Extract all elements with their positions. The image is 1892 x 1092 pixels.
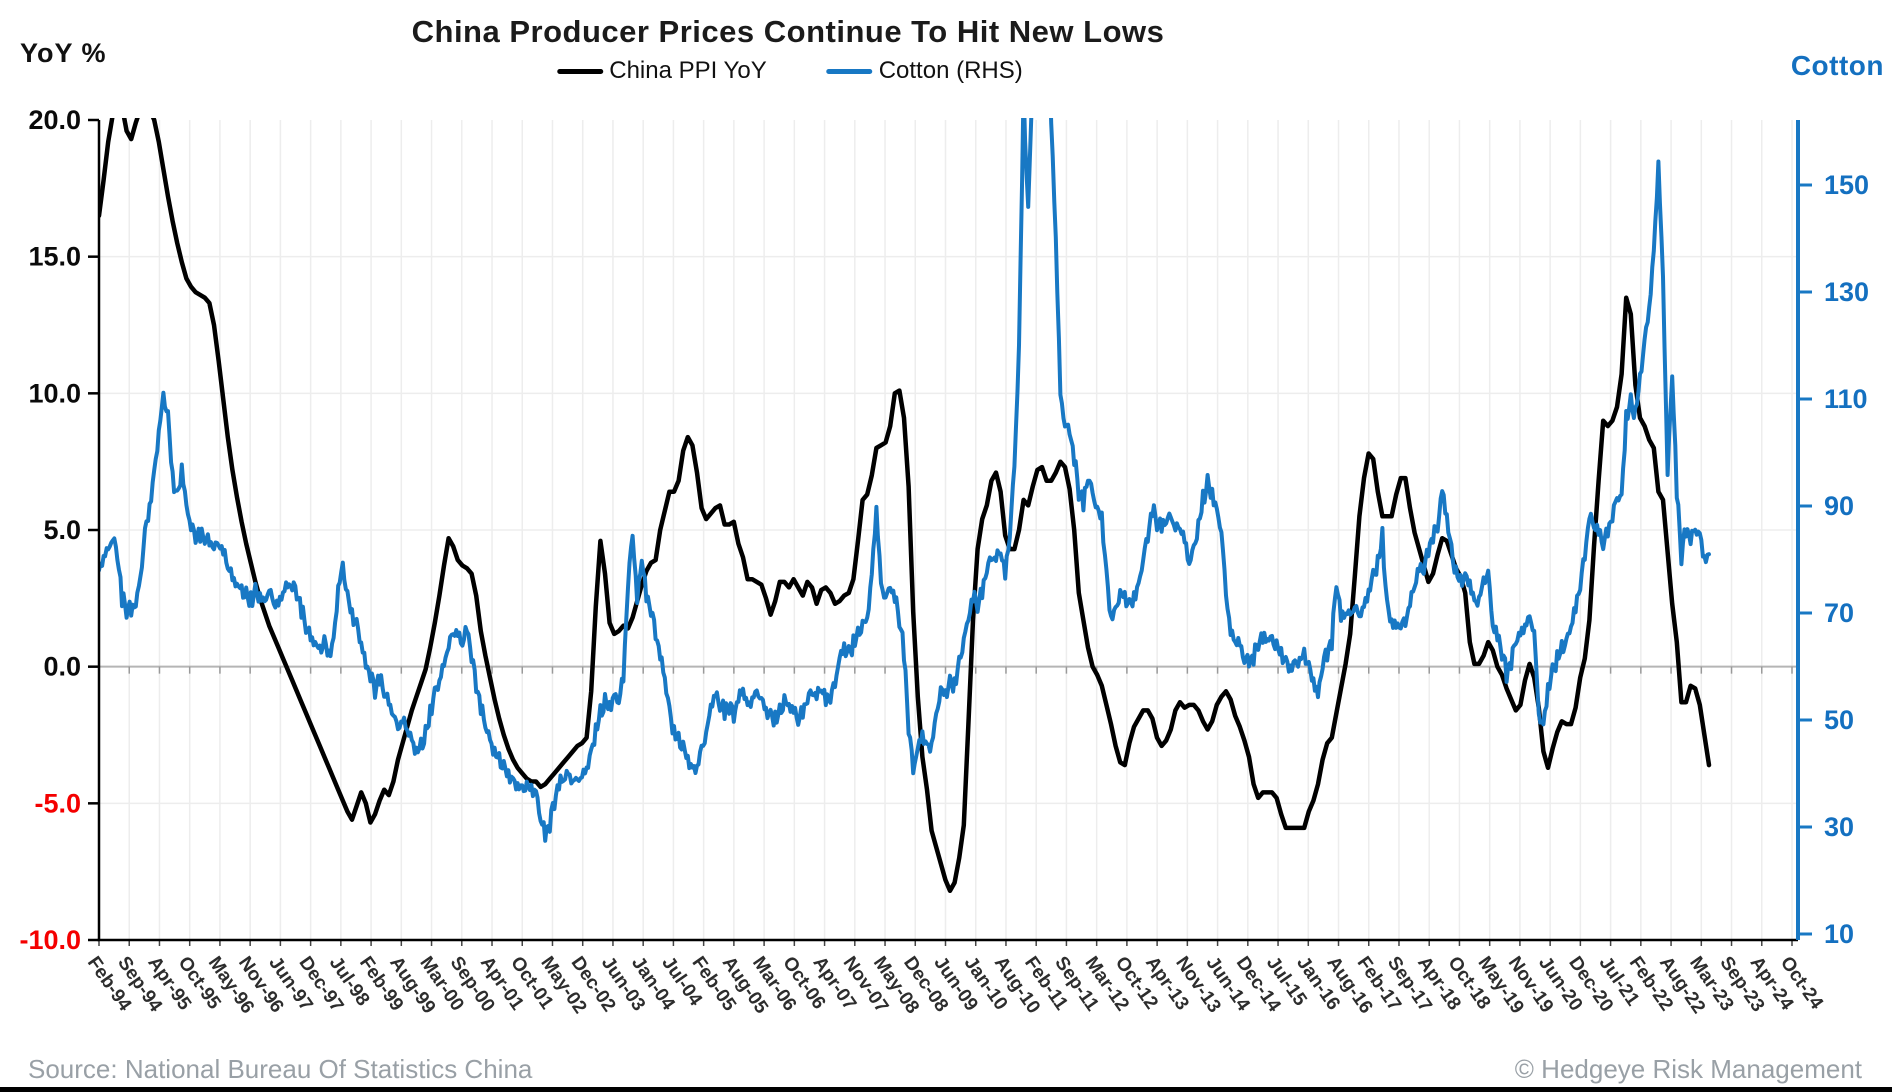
y-axis-tick-label: 0.0 [43,652,81,682]
y-axis-tick-label: -10.0 [19,925,81,955]
y-axis-tick-label: 20.0 [28,105,81,135]
legend-item-cotton: Cotton (RHS) [826,57,1023,85]
right-axis-tick-label: 10 [1824,919,1854,949]
cotton-line-swatch [826,68,873,74]
chart-title: China Producer Prices Continue To Hit Ne… [411,14,1165,49]
legend-label-cotton: Cotton (RHS) [878,57,1023,84]
right-axis-tick-label: 70 [1824,598,1854,628]
y-axis-tick-label: 5.0 [43,515,81,545]
y-axis-tick-label: 15.0 [28,242,81,272]
bottom-border-bar [0,1087,1892,1092]
copyright-note: © Hedgeye Risk Management [1514,1054,1862,1084]
y-axis-tick-label: -5.0 [34,788,81,818]
right-axis-title: Cotton [1790,50,1884,81]
right-axis-tick-label: 110 [1824,384,1868,414]
right-axis-tick-label: 90 [1824,491,1854,521]
ppi-line-swatch [557,68,604,74]
left-axis-title: YoY % [20,38,107,68]
legend: China PPI YoY Cotton (RHS) [557,57,1023,85]
legend-item-ppi: China PPI YoY [557,57,767,85]
source-note: Source: National Bureau Of Statistics Ch… [28,1054,533,1084]
right-axis-tick-label: 50 [1824,705,1854,735]
ppi-line [99,118,1712,894]
y-axis-tick-label: 10.0 [28,378,81,408]
right-axis-tick-label: 30 [1824,812,1854,842]
right-axis-tick-label: 150 [1824,170,1869,200]
legend-label-ppi: China PPI YoY [609,57,767,84]
cotton-line [99,118,1711,843]
right-axis-tick-label: 130 [1824,277,1869,307]
